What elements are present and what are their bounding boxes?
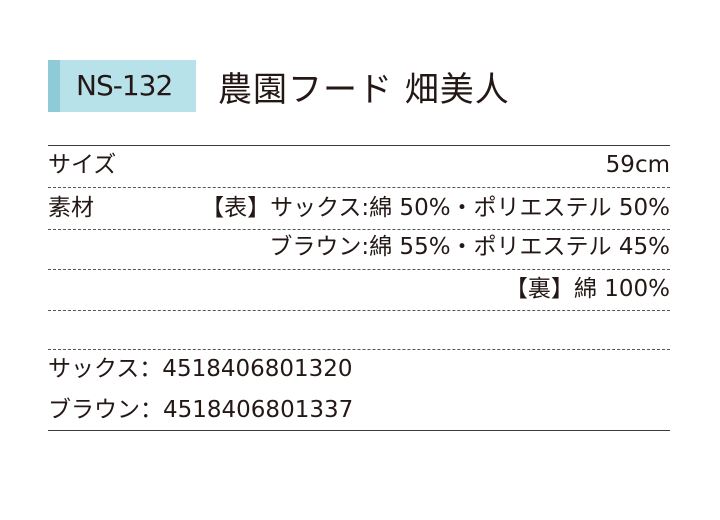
size-value: 59cm [605,152,670,178]
product-code-badge: NS-132 [48,60,196,112]
jan-code-sax: サックス：4518406801320 [48,356,353,382]
material-lining: 【裏】綿 100% [504,276,670,302]
material-outer-brown: ブラウン:綿 55%・ポリエステル 45% [269,234,670,260]
badge-accent-strip [48,60,60,112]
table-top-rule [48,145,670,146]
product-title: 農園フード 畑美人 [218,70,510,110]
table-bottom-rule [48,430,670,431]
divider [48,229,670,230]
product-code: NS-132 [76,69,173,102]
divider [48,269,670,270]
divider [48,310,670,311]
size-label: サイズ [48,152,117,178]
material-outer-sax: 【表】サックス:綿 50%・ポリエステル 50% [201,195,670,221]
divider [48,349,670,350]
jan-code-brown: ブラウン：4518406801337 [48,397,354,423]
divider [48,187,670,188]
material-label: 素材 [48,195,94,221]
